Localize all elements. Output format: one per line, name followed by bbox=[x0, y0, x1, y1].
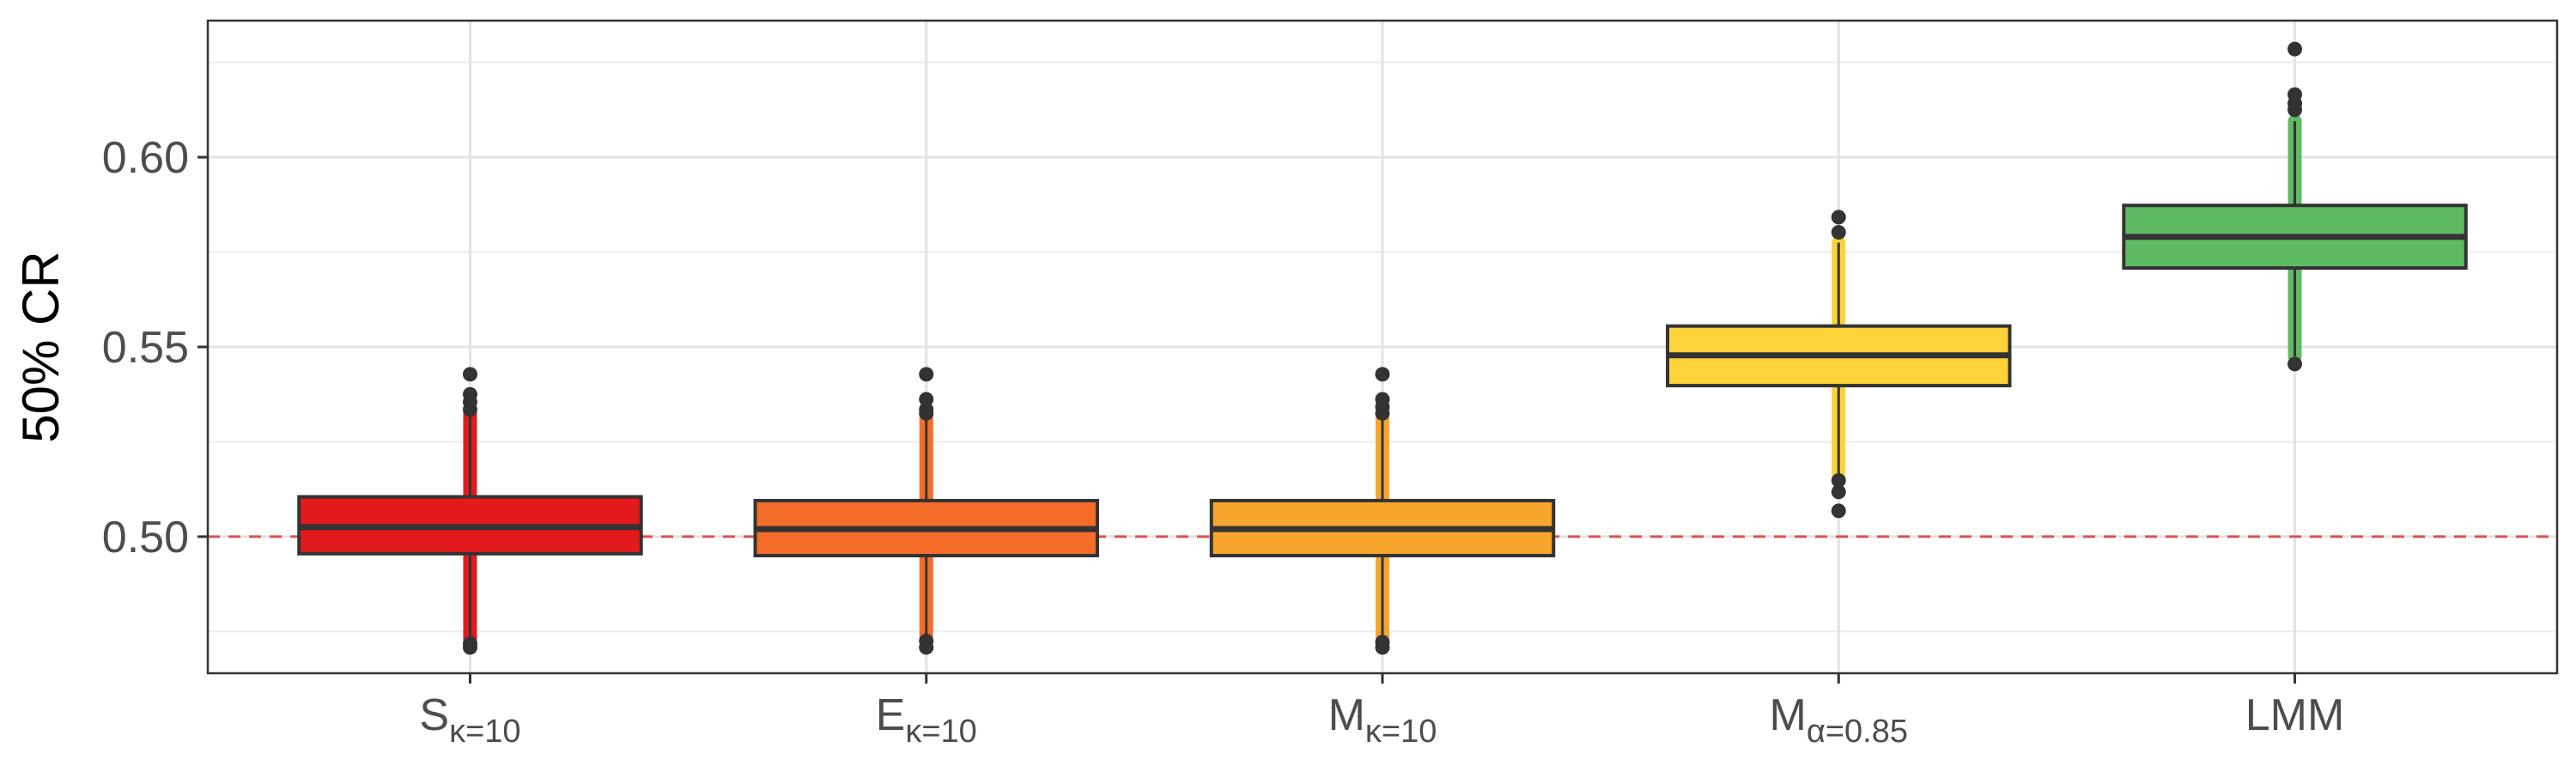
box-4 bbox=[1666, 210, 2012, 519]
outlier-point bbox=[919, 392, 934, 407]
outlier-point bbox=[1831, 484, 1846, 500]
outlier-point bbox=[2287, 87, 2303, 102]
x-tick-label: Mα=0.85 bbox=[1770, 690, 1908, 750]
outlier-point bbox=[462, 367, 477, 382]
x-tick-label-main: LMM bbox=[2245, 690, 2345, 740]
outlier-point bbox=[1375, 392, 1390, 407]
outlier-point bbox=[919, 367, 934, 382]
outlier-point bbox=[462, 636, 477, 652]
y-axis: 0.50 0.55 0.60 bbox=[102, 133, 208, 562]
x-tick-label-main: M bbox=[1770, 690, 1807, 740]
outlier-point bbox=[1831, 225, 1846, 240]
x-tick-label-main: M bbox=[1328, 690, 1365, 740]
outlier-point bbox=[1375, 367, 1390, 382]
x-tick-label: LMM bbox=[2245, 690, 2345, 740]
x-tick-label: Mκ=10 bbox=[1328, 690, 1437, 750]
y-tick-label: 0.50 bbox=[102, 513, 189, 562]
x-tick-label-subscript: κ=10 bbox=[449, 714, 520, 750]
outlier-point bbox=[1831, 503, 1846, 519]
outlier-point bbox=[1831, 473, 1846, 489]
y-axis-title: 50% CR bbox=[12, 251, 70, 442]
x-tick-label-main: S bbox=[419, 690, 449, 740]
box-5 bbox=[2122, 41, 2468, 372]
x-tick-label-subscript: κ=10 bbox=[905, 714, 976, 750]
x-tick-label-subscript: α=0.85 bbox=[1807, 714, 1908, 750]
x-tick-label: Sκ=10 bbox=[419, 690, 520, 750]
outlier-point bbox=[919, 402, 934, 417]
outlier-point bbox=[462, 386, 477, 402]
outlier-point bbox=[1831, 210, 1846, 225]
outlier-point bbox=[1375, 635, 1390, 650]
x-axis: Sκ=10 Eκ=10 Mκ=10 Mα=0.85 LMM bbox=[419, 673, 2344, 750]
box-2 bbox=[753, 367, 1099, 655]
x-tick-label-main: E bbox=[876, 690, 906, 740]
outlier-point bbox=[919, 633, 934, 648]
box-1 bbox=[297, 367, 643, 655]
box-group bbox=[297, 41, 2468, 655]
y-tick-label: 0.55 bbox=[102, 323, 189, 373]
outlier-point bbox=[2287, 356, 2303, 372]
y-tick-label: 0.60 bbox=[102, 133, 189, 183]
outlier-point bbox=[2287, 41, 2303, 57]
x-tick-label-subscript: κ=10 bbox=[1365, 714, 1437, 750]
box-3 bbox=[1209, 367, 1556, 655]
x-tick-label: Eκ=10 bbox=[876, 690, 977, 750]
